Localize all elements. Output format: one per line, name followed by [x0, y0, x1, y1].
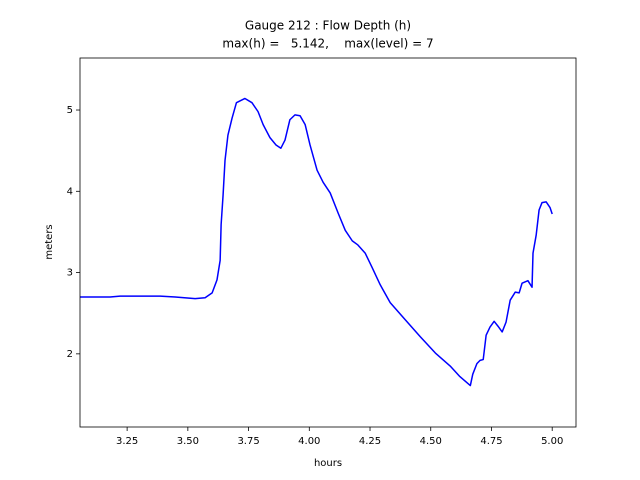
- x-tick-label: 3.25: [116, 436, 138, 447]
- x-tick-label: 4.75: [480, 436, 502, 447]
- y-tick-label: 4: [67, 186, 73, 197]
- y-tick-label: 3: [67, 268, 73, 279]
- x-tick-label: 4.50: [420, 436, 442, 447]
- y-tick-label: 5: [67, 105, 73, 116]
- y-axis-label: meters: [44, 224, 55, 259]
- chart-subtitle: max(h) = 5.142, max(level) = 7: [222, 37, 433, 51]
- y-tick-label: 2: [67, 349, 73, 360]
- x-tick-label: 5.00: [541, 436, 563, 447]
- x-tick-label: 3.50: [177, 436, 199, 447]
- plot-frame: [79, 57, 577, 428]
- x-tick-label: 4.00: [298, 436, 320, 447]
- x-axis-label: hours: [314, 458, 342, 469]
- x-tick-label: 4.25: [359, 436, 381, 447]
- chart-title: Gauge 212 : Flow Depth (h): [245, 19, 411, 33]
- data-line: [80, 97, 553, 387]
- x-tick-label: 3.75: [237, 436, 259, 447]
